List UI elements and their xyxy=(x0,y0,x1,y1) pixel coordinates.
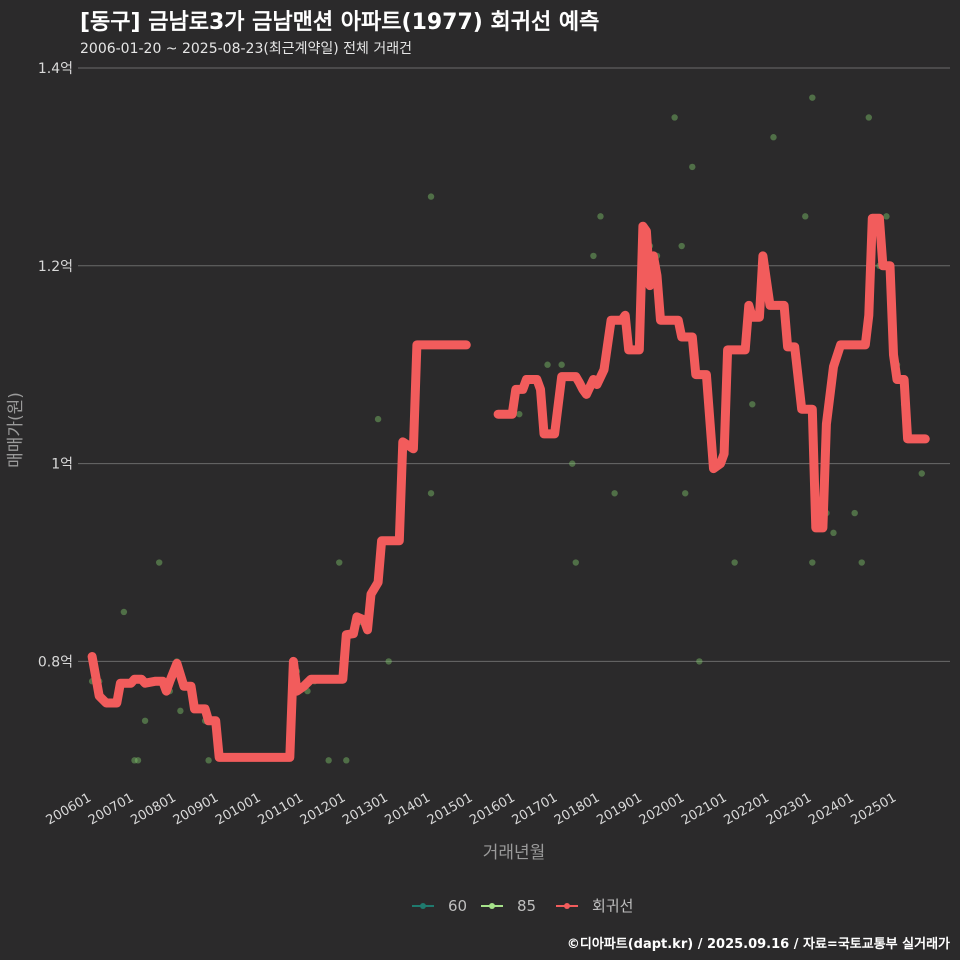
data-point xyxy=(427,490,435,497)
x-tick-label: 202301 xyxy=(764,790,814,828)
data-point xyxy=(558,361,565,368)
data-point xyxy=(809,559,816,566)
data-point xyxy=(131,757,138,764)
legend-label: 회귀선 xyxy=(592,897,633,915)
data-point xyxy=(569,460,576,467)
x-tick-label: 202401 xyxy=(806,790,856,828)
legend-key-point xyxy=(564,903,570,909)
data-point xyxy=(343,757,350,764)
data-point xyxy=(770,134,777,141)
legend: 60 85 회귀선 xyxy=(412,897,633,915)
legend-label: 60 xyxy=(448,897,467,915)
data-point xyxy=(682,490,689,497)
data-point xyxy=(134,757,142,764)
x-tick-label: 200601 xyxy=(44,790,94,828)
y-axis-title: 매매가(원) xyxy=(6,392,26,468)
x-tick-label: 201801 xyxy=(552,790,602,828)
y-tick-label: 1억 xyxy=(51,457,73,473)
data-point xyxy=(325,757,332,764)
legend-key-point xyxy=(420,903,426,909)
data-point xyxy=(749,401,756,408)
legend-key-point xyxy=(489,903,495,909)
x-tick-label: 201501 xyxy=(425,790,475,828)
regression-line-segment xyxy=(493,213,930,533)
x-tick-label: 202101 xyxy=(679,790,729,828)
x-tick-label: 200901 xyxy=(171,790,221,828)
data-point xyxy=(858,559,865,566)
x-tick-label: 201401 xyxy=(383,790,433,828)
data-point xyxy=(516,410,523,418)
x-tick-label: 201601 xyxy=(467,790,517,828)
x-tick-label: 200801 xyxy=(128,790,178,828)
data-point xyxy=(830,529,837,537)
data-point xyxy=(572,559,579,566)
regression-line-segment xyxy=(87,340,471,762)
y-tick-label: 0.8억 xyxy=(38,654,73,670)
grid-lines xyxy=(78,67,950,662)
data-point xyxy=(611,490,618,497)
x-tick-label: 201701 xyxy=(510,790,560,828)
legend-label: 85 xyxy=(517,897,536,915)
chart-title: [동구] 금남로3가 금남맨션 아파트(1977) 회귀선 예측 xyxy=(80,10,599,35)
y-tick-label: 1.4억 xyxy=(38,61,73,77)
data-point xyxy=(731,559,738,566)
data-point xyxy=(689,163,696,171)
y-tick-label: 1.2억 xyxy=(38,259,73,275)
data-point xyxy=(374,415,382,423)
x-tick-labels: 2006012007012008012009012010012011012012… xyxy=(44,790,899,828)
data-point xyxy=(678,242,685,250)
data-point xyxy=(155,559,163,566)
data-point xyxy=(597,213,604,220)
data-point xyxy=(696,658,703,665)
y-tick-labels: 0.8억 1억 1.2억 1.4억 xyxy=(38,61,73,670)
x-tick-label: 202501 xyxy=(849,790,899,828)
data-point xyxy=(671,114,678,121)
data-point xyxy=(205,757,212,764)
data-point xyxy=(336,559,343,566)
data-point xyxy=(918,470,925,477)
x-tick-label: 201101 xyxy=(255,790,305,828)
data-point xyxy=(802,213,809,220)
data-point xyxy=(544,361,551,368)
data-point xyxy=(427,193,435,200)
x-tick-label: 201901 xyxy=(594,790,644,828)
data-point xyxy=(883,213,890,220)
series-85-points xyxy=(88,94,925,764)
data-point xyxy=(590,252,597,260)
x-axis-title: 거래년월 xyxy=(483,843,546,863)
data-point xyxy=(141,717,149,724)
data-point xyxy=(120,608,128,616)
data-point xyxy=(851,509,858,517)
caption: ©디아파트(dapt.kr) / 2025.09.16 / 자료=국토교통부 실… xyxy=(567,936,950,952)
x-tick-label: 201201 xyxy=(298,790,348,828)
chart-subtitle: 2006-01-20 ~ 2025-08-23(최근계약일) 전체 거래건 xyxy=(80,41,412,57)
data-point xyxy=(177,707,184,715)
x-tick-label: 200701 xyxy=(86,790,136,828)
data-point xyxy=(809,94,816,101)
data-point xyxy=(865,114,873,121)
x-tick-label: 202201 xyxy=(721,790,771,828)
x-tick-label: 202001 xyxy=(637,790,687,828)
x-tick-label: 201001 xyxy=(213,790,263,828)
data-point xyxy=(385,658,392,665)
regression-line xyxy=(87,213,930,762)
x-tick-label: 201301 xyxy=(340,790,390,828)
